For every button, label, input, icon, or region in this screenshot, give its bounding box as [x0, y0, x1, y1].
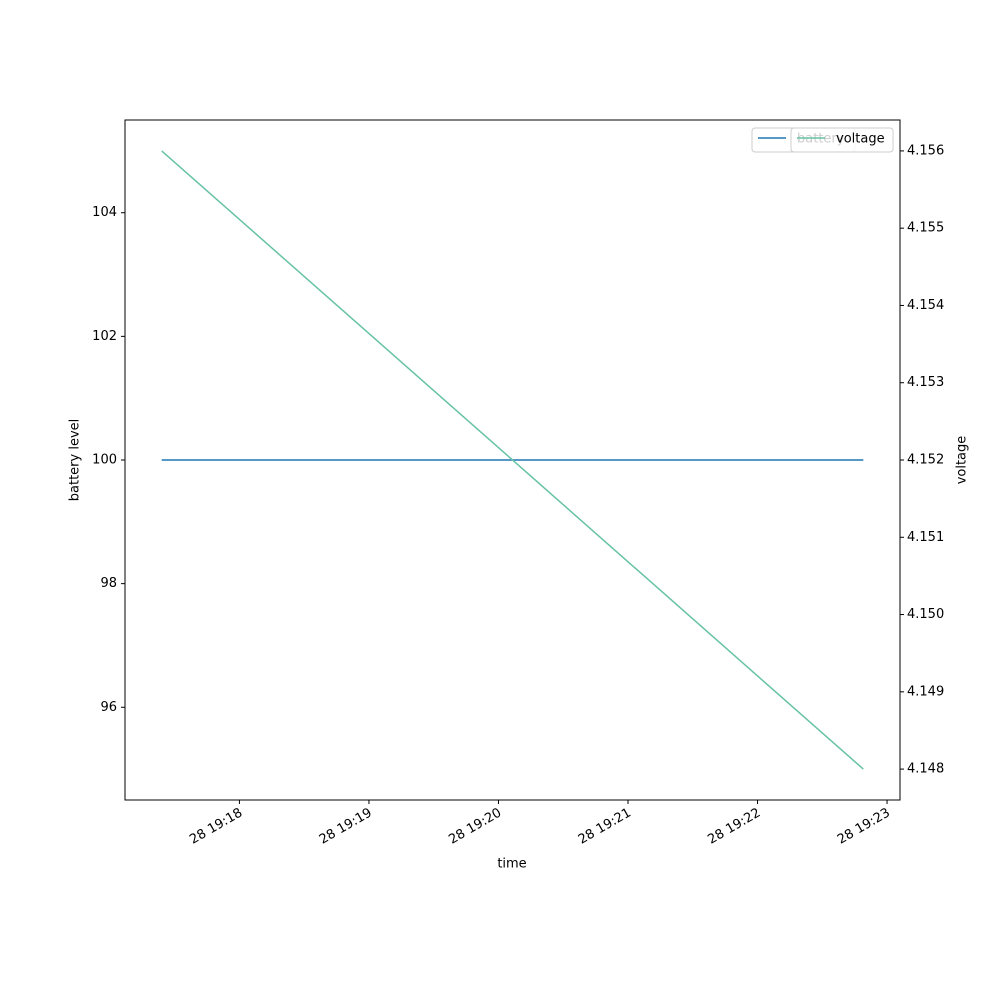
y2-tick-label: 4.151 [907, 530, 944, 545]
y2-tick-label: 4.152 [907, 453, 944, 468]
x-tick-label: 28 19:19 [317, 806, 375, 848]
y2-tick-label: 4.150 [907, 607, 944, 622]
x-tick-label: 28 19:22 [705, 806, 763, 848]
legend-label: voltage [836, 132, 885, 147]
y2-tick-label: 4.155 [907, 221, 944, 236]
x-tick-label: 28 19:20 [446, 806, 504, 848]
y2-tick-label: 4.156 [907, 143, 944, 158]
y-tick-label: 100 [92, 453, 117, 468]
y2-axis-label: voltage [955, 436, 970, 485]
y-tick-label: 104 [92, 205, 117, 220]
legend-frame [790, 127, 894, 153]
y2-tick-label: 4.149 [907, 684, 944, 699]
x-axis-label: time [497, 857, 526, 872]
data-line [161, 150, 864, 770]
y-axis-label: battery level [68, 419, 83, 502]
x-tick-label: 28 19:23 [835, 806, 893, 848]
y2-tick-label: 4.153 [907, 375, 944, 390]
y-tick-label: 102 [92, 329, 117, 344]
y2-tick-label: 4.154 [907, 298, 944, 313]
y2-tick-label: 4.148 [907, 762, 944, 777]
x-tick-label: 28 19:18 [187, 806, 245, 848]
y-tick-label: 96 [100, 700, 117, 715]
y-tick-label: 98 [100, 576, 117, 591]
legend: voltage [790, 127, 894, 153]
x-tick-label: 28 19:21 [576, 806, 634, 848]
